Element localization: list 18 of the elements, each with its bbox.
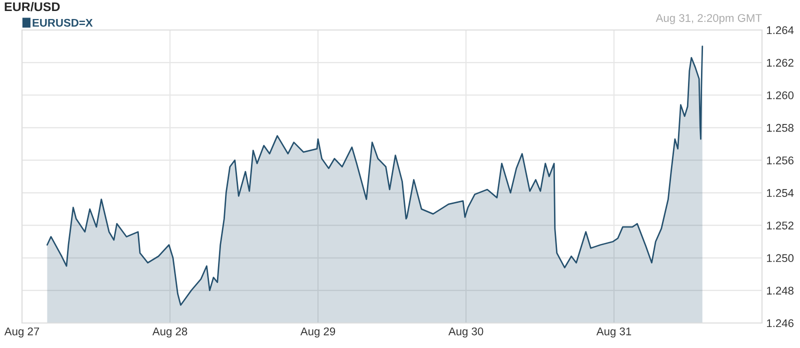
text: Aug 31, 2:20pm GMT <box>656 14 762 24</box>
y-tick-label: 1.250 <box>767 254 794 262</box>
x-tick-label: Aug 30 <box>448 327 484 338</box>
x-tick-label: Aug 27 <box>4 327 40 338</box>
x-tick-label: Aug 29 <box>300 327 336 338</box>
y-tick-label: 1.254 <box>767 189 794 197</box>
y-tick-label: 1.260 <box>767 91 794 100</box>
y-tick-label: 1.258 <box>767 124 794 132</box>
y-tick-label: 1.252 <box>767 222 794 230</box>
chart-title: EUR/USD <box>4 2 60 12</box>
y-tick-label: 1.264 <box>767 26 794 34</box>
y-tick-label: 1.256 <box>767 156 794 164</box>
x-tick-label: Aug 31 <box>596 327 632 338</box>
legend-label: EURUSD=X <box>32 18 93 27</box>
x-tick-label: Aug 28 <box>152 327 188 338</box>
y-tick-label: 1.246 <box>767 319 794 328</box>
y-tick-label: 1.262 <box>767 58 794 67</box>
y-tick-label: 1.248 <box>767 286 794 295</box>
